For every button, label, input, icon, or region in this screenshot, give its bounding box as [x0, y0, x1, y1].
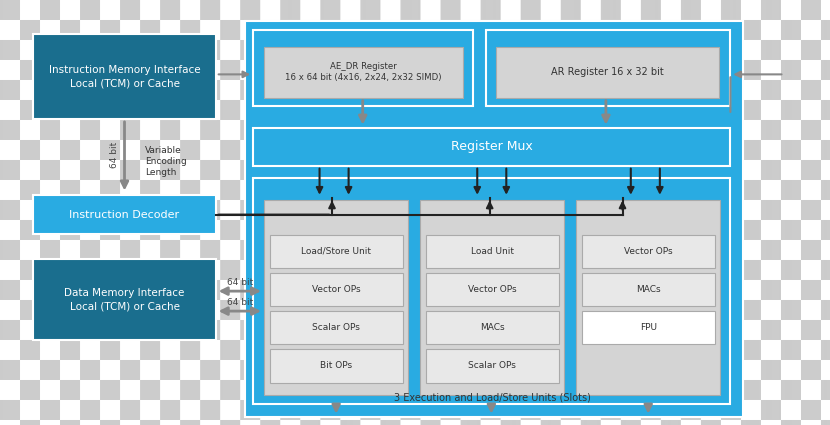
FancyBboxPatch shape [426, 349, 559, 382]
Text: 64 bit: 64 bit [227, 278, 253, 287]
FancyBboxPatch shape [270, 311, 403, 344]
Text: Scalar OPs: Scalar OPs [468, 361, 516, 371]
FancyBboxPatch shape [426, 311, 559, 344]
Text: 64 bit: 64 bit [227, 298, 253, 307]
FancyBboxPatch shape [253, 178, 730, 404]
Text: Instruction Decoder: Instruction Decoder [70, 210, 179, 220]
FancyBboxPatch shape [582, 273, 715, 306]
Text: MACs: MACs [480, 323, 505, 332]
FancyBboxPatch shape [496, 47, 719, 98]
Text: Data Memory Interface
Local (TCM) or Cache: Data Memory Interface Local (TCM) or Cac… [64, 288, 185, 311]
FancyBboxPatch shape [264, 47, 463, 98]
FancyBboxPatch shape [33, 196, 216, 234]
FancyBboxPatch shape [270, 235, 403, 268]
Text: Execution Unit: Execution Unit [614, 293, 682, 302]
FancyBboxPatch shape [582, 311, 715, 344]
FancyBboxPatch shape [576, 200, 720, 395]
Text: Instruction Memory Interface
Local (TCM) or Cache: Instruction Memory Interface Local (TCM)… [49, 65, 200, 88]
FancyBboxPatch shape [486, 30, 730, 106]
Text: Register Mux: Register Mux [451, 140, 533, 153]
Text: Bit OPs: Bit OPs [320, 361, 352, 371]
FancyBboxPatch shape [264, 200, 408, 395]
Text: Vector OPs: Vector OPs [624, 246, 672, 256]
Text: General Register File: General Register File [546, 62, 670, 74]
FancyBboxPatch shape [245, 21, 743, 416]
FancyBboxPatch shape [270, 349, 403, 382]
FancyBboxPatch shape [270, 273, 403, 306]
Text: Load/Store + Execution: Load/Store + Execution [281, 293, 392, 302]
Text: MACs: MACs [636, 285, 661, 294]
FancyBboxPatch shape [33, 259, 216, 340]
Text: 3 Execution and Load/Store Units (Slots): 3 Execution and Load/Store Units (Slots) [393, 392, 591, 402]
Text: Scalar OPs: Scalar OPs [312, 323, 360, 332]
Text: Load/Store Unit: Load/Store Unit [301, 246, 371, 256]
Text: Variable
Encoding
Length: Variable Encoding Length [145, 146, 187, 177]
FancyBboxPatch shape [253, 30, 473, 106]
Text: Load Unit: Load Unit [471, 246, 514, 256]
Text: Load + Execution Unit: Load + Execution Unit [439, 293, 545, 302]
Text: AR Register 16 x 32 bit: AR Register 16 x 32 bit [551, 67, 664, 77]
Text: FPU: FPU [640, 323, 657, 332]
FancyBboxPatch shape [582, 235, 715, 268]
Text: AE_DR Register
16 x 64 bit (4x16, 2x24, 2x32 SIMD): AE_DR Register 16 x 64 bit (4x16, 2x24, … [286, 62, 442, 82]
FancyBboxPatch shape [33, 34, 216, 119]
FancyBboxPatch shape [426, 273, 559, 306]
Text: HiFi Register File: HiFi Register File [315, 62, 412, 74]
Text: Vector OPs: Vector OPs [468, 285, 516, 294]
FancyBboxPatch shape [426, 235, 559, 268]
Text: 64 bit: 64 bit [110, 142, 119, 168]
Text: Vector OPs: Vector OPs [312, 285, 360, 294]
FancyBboxPatch shape [253, 128, 730, 166]
FancyBboxPatch shape [420, 200, 564, 395]
